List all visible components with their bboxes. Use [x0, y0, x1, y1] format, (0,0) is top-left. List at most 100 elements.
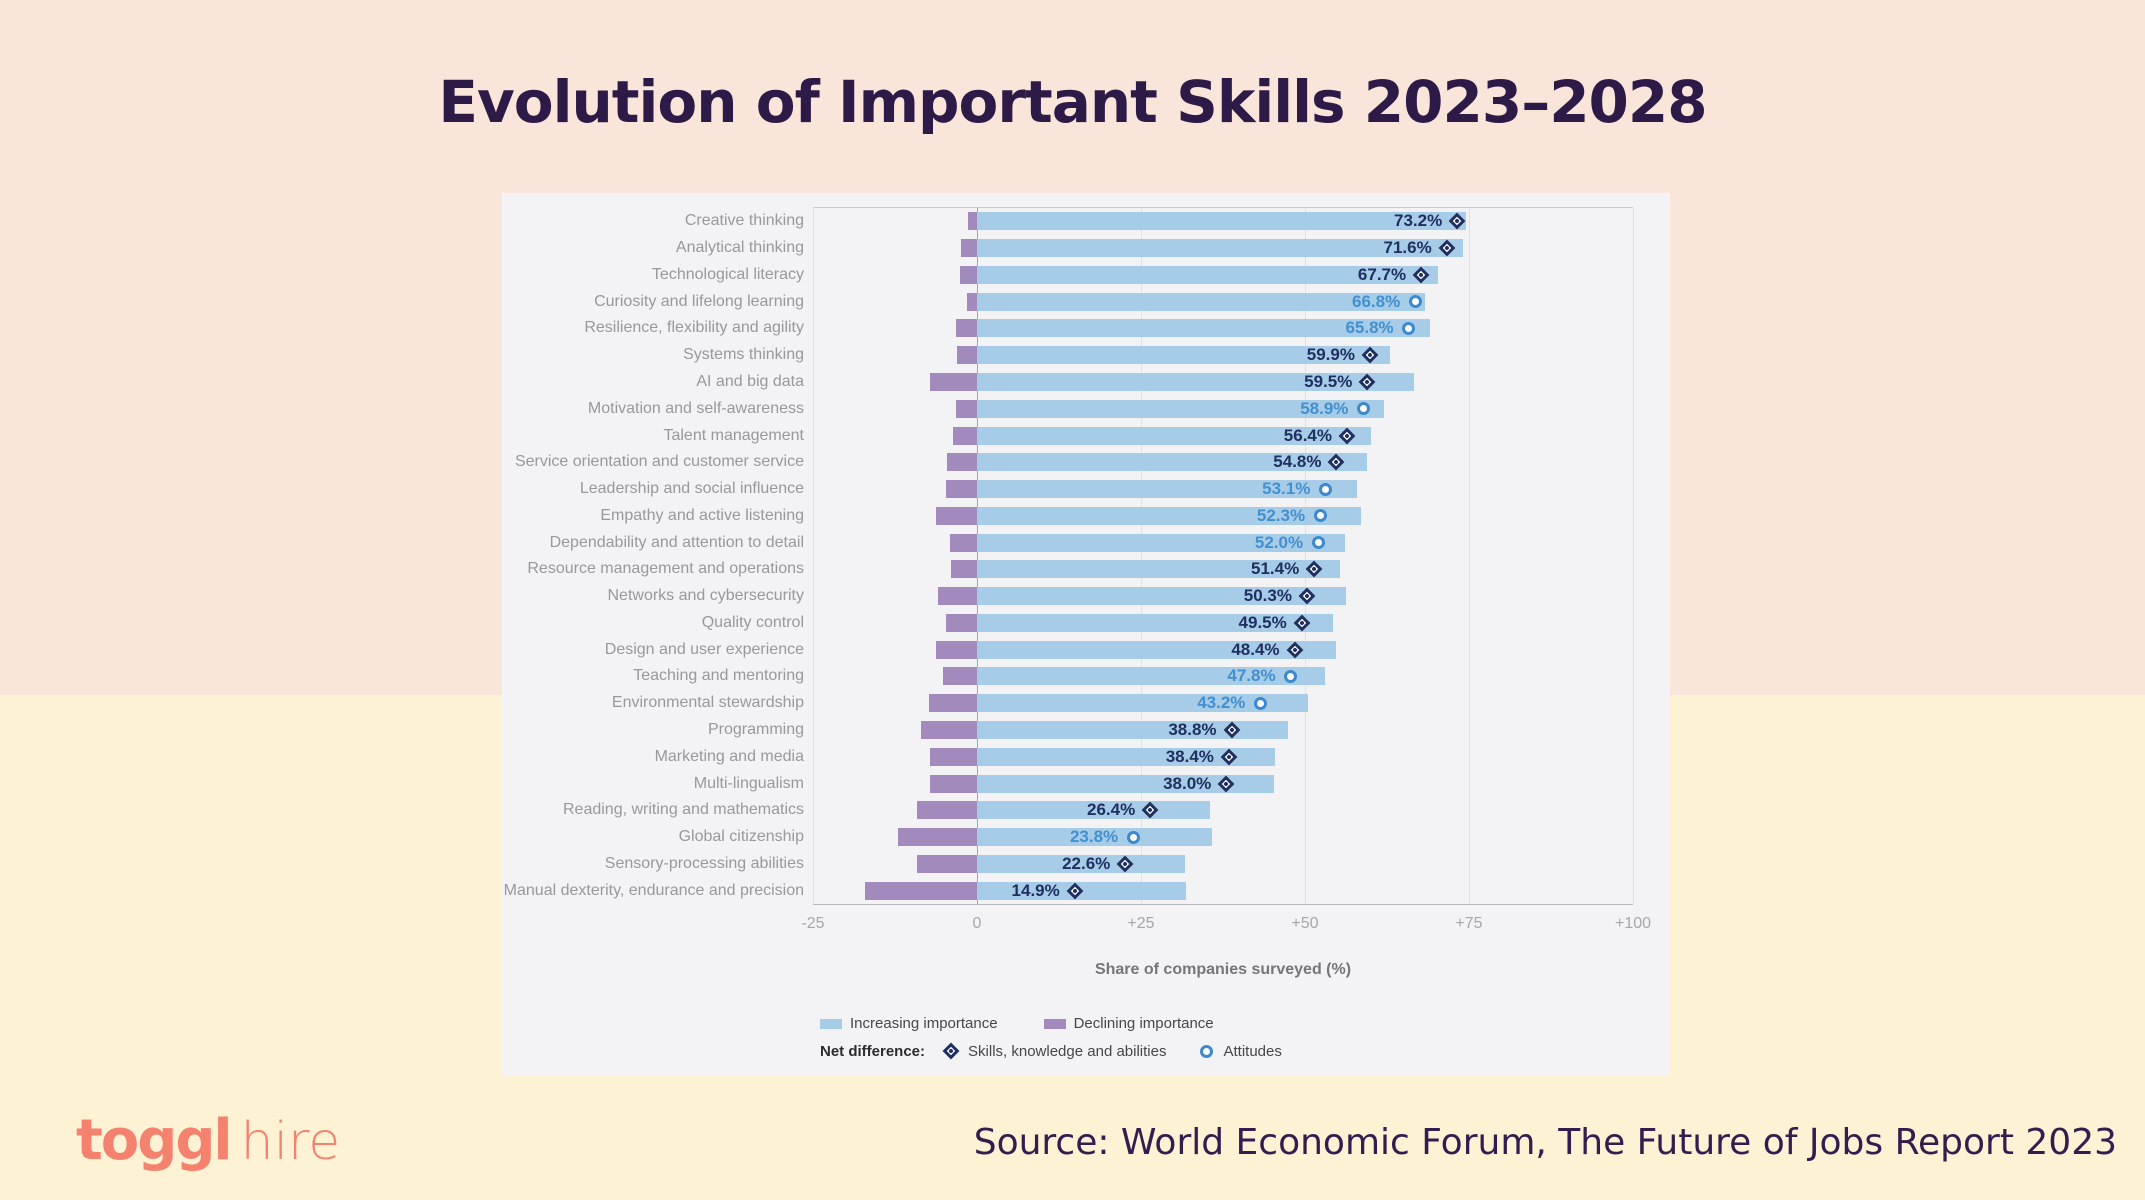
skill-label: Reading, writing and mathematics	[562, 801, 804, 819]
skill-row: Sensory-processing abilities 22.6%	[605, 850, 1633, 877]
skill-row: Resource management and operations 51.4%	[527, 556, 1633, 583]
increasing-bar	[977, 292, 1426, 311]
skill-label: Creative thinking	[684, 212, 804, 230]
declining-bar	[950, 533, 977, 552]
source-text: Source: World Economic Forum, The Future…	[973, 1122, 2117, 1163]
skill-label: Multi-lingualism	[693, 774, 804, 792]
skill-label: Leadership and social influence	[579, 480, 804, 498]
net-difference-value: 26.4%	[1086, 800, 1136, 820]
net-marker-circle-icon	[1314, 478, 1336, 500]
legend-skills-label: Skills, knowledge and abilities	[968, 1042, 1167, 1060]
x-tick-label: 0	[972, 915, 982, 932]
net-difference-value: 49.5%	[1238, 612, 1287, 632]
net-difference-value: 52.0%	[1254, 532, 1304, 552]
gridline	[1141, 208, 1142, 904]
skill-label: Resource management and operations	[527, 560, 804, 578]
skill-label: Marketing and media	[654, 747, 804, 765]
declining-bar	[929, 774, 977, 793]
increasing-bar	[977, 667, 1325, 686]
skill-label: Networks and cybersecurity	[607, 587, 804, 605]
skill-label: Service orientation and customer service	[514, 453, 804, 471]
skill-row: Technological literacy 67.7%	[652, 262, 1633, 289]
declining-bar	[930, 747, 977, 766]
declining-bar	[920, 720, 977, 739]
skill-label: Programming	[707, 720, 804, 738]
gridline	[813, 208, 814, 904]
increasing-bar	[977, 828, 1212, 847]
net-difference-value: 66.8%	[1352, 291, 1401, 311]
skill-label: Quality control	[701, 613, 804, 631]
increasing-bar	[977, 372, 1414, 391]
skill-row: Dependability and attention to detail 52.…	[550, 529, 1633, 556]
increasing-bar	[977, 720, 1288, 739]
skills-diamond-icon	[941, 1041, 961, 1061]
skill-row: Marketing and media 38.4%	[655, 743, 1633, 770]
declining-bar	[951, 560, 977, 579]
skill-label: Systems thinking	[683, 346, 804, 364]
increasing-bar	[977, 212, 1467, 231]
gridline	[1633, 208, 1634, 904]
gridline	[1305, 208, 1306, 904]
skill-row: Creative thinking 73.2%	[685, 208, 1633, 235]
logo-primary: toggl	[76, 1108, 233, 1173]
net-marker-circle-icon	[1307, 532, 1329, 554]
gridline	[1469, 208, 1470, 904]
skill-row: Reading, writing and mathematics 26.4%	[563, 797, 1633, 824]
skill-label: Environmental stewardship	[611, 694, 804, 712]
skill-row: Empathy and active listening 52.3%	[600, 502, 1633, 529]
skill-row: Quality control 49.5%	[702, 610, 1633, 637]
skill-label: Manual dexterity, endurance and precisio…	[503, 881, 804, 899]
skill-label: Global citizenship	[678, 828, 804, 846]
net-difference-value: 59.5%	[1304, 371, 1353, 391]
net-marker-diamond-icon	[1215, 773, 1237, 795]
increasing-bar	[977, 854, 1185, 873]
legend-row-bars: Increasing importance Declining importan…	[820, 1015, 1282, 1032]
declining-bar	[917, 801, 977, 820]
net-difference-value: 22.6%	[1062, 853, 1111, 873]
net-difference-value: 48.4%	[1231, 639, 1280, 659]
x-axis-title: Share of companies surveyed (%)	[1094, 961, 1352, 978]
net-difference-value: 47.8%	[1227, 666, 1276, 686]
skill-label: Sensory-processing abilities	[604, 854, 804, 872]
net-marker-diamond-icon	[1336, 425, 1358, 447]
skill-row: Global citizenship 23.8%	[679, 824, 1633, 851]
increasing-bar	[977, 346, 1391, 365]
toggl-hire-logo: toggl hire	[76, 1108, 340, 1173]
skill-label: Talent management	[663, 426, 804, 444]
skill-label: AI and big data	[696, 372, 804, 390]
net-difference-value: 73.2%	[1394, 211, 1443, 231]
skill-row: Systems thinking 59.9%	[683, 342, 1633, 369]
net-marker-circle-icon	[1309, 505, 1331, 527]
zero-axis-line	[977, 208, 978, 904]
declining-bar	[945, 480, 977, 499]
skill-label: Dependability and attention to detail	[549, 533, 804, 551]
net-difference-value: 38.8%	[1168, 719, 1217, 739]
attitudes-circle-icon	[1196, 1041, 1216, 1061]
net-difference-value: 23.8%	[1069, 827, 1119, 847]
skill-row: Programming 38.8%	[708, 717, 1633, 744]
net-marker-circle-icon	[1122, 826, 1144, 848]
net-marker-diamond-icon	[1114, 853, 1136, 875]
declining-bar	[935, 640, 977, 659]
x-tick-label: +25	[1127, 915, 1155, 932]
skill-label: Motivation and self-awareness	[587, 399, 804, 417]
declining-bar	[935, 506, 977, 525]
x-tick-label: +50	[1291, 915, 1319, 932]
increasing-bar	[977, 613, 1333, 632]
net-difference-value: 51.4%	[1250, 559, 1300, 579]
skill-label: Curiosity and lifelong learning	[594, 292, 804, 310]
logo-secondary: hire	[240, 1112, 341, 1172]
increasing-bar	[977, 480, 1357, 499]
increasing-bar	[977, 265, 1439, 284]
skill-label: Teaching and mentoring	[633, 667, 804, 685]
declining-bar	[946, 453, 977, 472]
net-difference-value: 14.9%	[1011, 880, 1060, 900]
x-tick-label: +75	[1455, 915, 1483, 932]
increasing-bar	[977, 587, 1347, 606]
declining-bar	[956, 346, 977, 365]
increasing-bar	[977, 533, 1346, 552]
net-marker-diamond-icon	[1218, 746, 1240, 768]
net-difference-value: 67.7%	[1357, 264, 1407, 284]
increasing-bar	[977, 319, 1430, 338]
x-tick-label: +100	[1614, 915, 1652, 932]
